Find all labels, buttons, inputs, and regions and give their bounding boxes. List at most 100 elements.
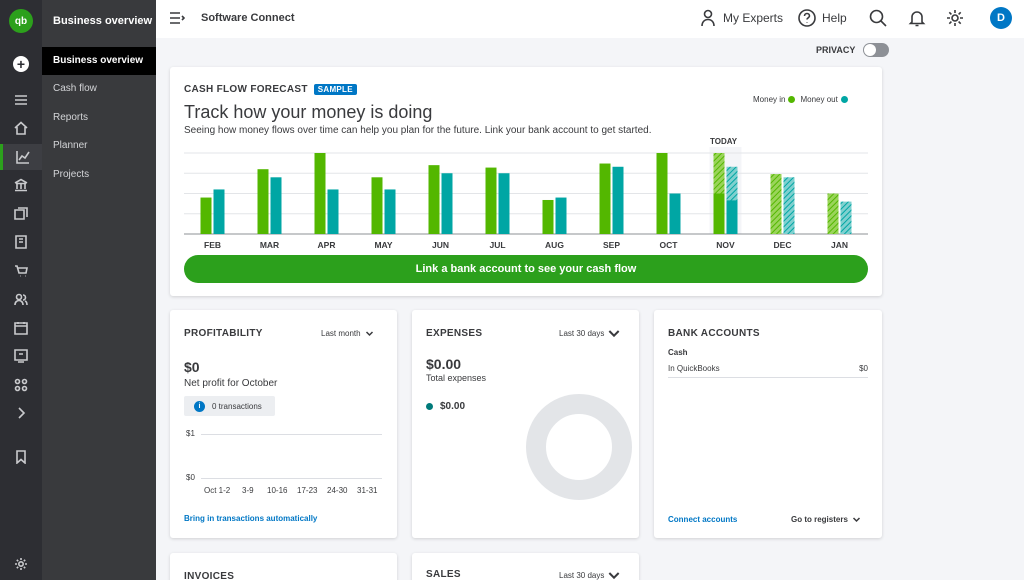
- money-in-bar-dec[interactable]: [770, 174, 782, 234]
- subnav-item-reports[interactable]: Reports: [53, 112, 89, 123]
- money-in-bar-mar[interactable]: [257, 169, 269, 234]
- transactions-pill[interactable]: i 0 transactions: [184, 396, 275, 416]
- x-tick-dec: DEC: [774, 240, 792, 250]
- gear-icon: [947, 10, 963, 26]
- money-out-bar-apr[interactable]: [327, 189, 339, 234]
- go-to-registers-label: Go to registers: [791, 515, 848, 524]
- x-label-5: 24-30: [327, 486, 348, 495]
- expenses-label: Total expenses: [426, 373, 487, 383]
- collapse-menu-icon[interactable]: [169, 11, 185, 25]
- invoices-title: INVOICES: [184, 571, 235, 580]
- net-profit-amount: $0: [184, 359, 200, 375]
- help-button[interactable]: Help: [798, 9, 847, 27]
- quickbooks-logo[interactable]: qb: [9, 9, 33, 33]
- money-out-bar-sep[interactable]: [612, 166, 624, 234]
- money-out-bar-oct[interactable]: [669, 193, 681, 235]
- x-tick-aug: AUG: [545, 240, 564, 250]
- privacy-toggle[interactable]: PRIVACY: [816, 43, 890, 57]
- people-icon[interactable]: [0, 287, 42, 313]
- search-button[interactable]: [869, 9, 893, 27]
- money-out-bar-aug[interactable]: [555, 197, 567, 234]
- chart-icon[interactable]: [0, 144, 42, 170]
- profitability-title: PROFITABILITY: [184, 328, 263, 339]
- subnav-title: Business overview: [53, 15, 153, 27]
- chart-legend: Money in Money out: [753, 95, 853, 104]
- money-out-bar-jan[interactable]: [840, 201, 852, 234]
- money-out-bar-jun[interactable]: [441, 173, 453, 234]
- settings-button[interactable]: [946, 9, 970, 27]
- chevron-right-icon[interactable]: [0, 400, 42, 426]
- x-tick-jan: JAN: [831, 240, 848, 250]
- account-name[interactable]: In QuickBooks: [668, 364, 720, 373]
- money-out-bar-feb[interactable]: [213, 189, 225, 234]
- x-label-3: 10-16: [267, 486, 288, 495]
- tax-icon[interactable]: [0, 343, 42, 369]
- gridline-bottom: [201, 478, 382, 479]
- donut-ring: [526, 394, 632, 500]
- sales-period: Last 30 days: [559, 570, 605, 580]
- money-out-bar-dec[interactable]: [783, 177, 795, 234]
- subnav-item-projects[interactable]: Projects: [53, 169, 90, 180]
- expenses-card: EXPENSES Last 30 days $0.00 Total expens…: [412, 310, 639, 538]
- money-in-bar-jun[interactable]: [428, 165, 440, 234]
- invoice-icon[interactable]: [0, 229, 42, 255]
- subnav-item-cash-flow[interactable]: Cash flow: [53, 83, 97, 94]
- sales-period-dropdown[interactable]: Last 30 days: [559, 569, 620, 580]
- expenses-period-dropdown[interactable]: Last 30 days: [559, 327, 620, 339]
- expenses-row: $0.00: [426, 401, 465, 412]
- apps-icon[interactable]: [0, 372, 42, 398]
- money-in-bar-apr[interactable]: [314, 153, 326, 234]
- expenses-donut-chart: [526, 394, 632, 500]
- money-in-bar-jan[interactable]: [827, 193, 839, 235]
- subnav-item-business-overview[interactable]: Business overview: [42, 47, 156, 75]
- divider: [668, 377, 868, 378]
- x-label-6: 31-31: [357, 486, 378, 495]
- money-out-bar-mar[interactable]: [270, 177, 282, 234]
- user-avatar[interactable]: D: [990, 7, 1012, 29]
- money-in-bar-jul[interactable]: [485, 167, 497, 234]
- money-in-bar-may[interactable]: [371, 177, 383, 234]
- x-tick-jun: JUN: [432, 240, 449, 250]
- bell-icon: [908, 11, 926, 27]
- bank-icon[interactable]: [0, 172, 42, 198]
- cash-flow-chart: FEB MAR APR MAY JUN JUL AUG SEP OCT NOV DEC JAN: [184, 147, 868, 250]
- cash-section-label: Cash: [668, 348, 688, 357]
- money-in-bar-oct[interactable]: [656, 153, 668, 234]
- cart-icon[interactable]: [0, 258, 42, 284]
- help-icon: [798, 9, 816, 27]
- sample-badge: SAMPLE: [313, 84, 357, 95]
- privacy-switch[interactable]: [863, 43, 890, 57]
- legend-in-dot: [788, 96, 796, 103]
- profitability-period-dropdown[interactable]: Last month: [321, 329, 374, 338]
- expense-category-dot: [426, 403, 433, 410]
- link-bank-account-button[interactable]: Link a bank account to see your cash flo…: [184, 255, 868, 283]
- money-in-bar-aug[interactable]: [542, 199, 554, 234]
- money-in-bar-sep[interactable]: [599, 163, 611, 234]
- my-experts-button[interactable]: My Experts: [699, 9, 783, 27]
- receipt-icon[interactable]: [0, 201, 42, 227]
- connect-accounts-link[interactable]: Connect accounts: [668, 515, 738, 524]
- bookmark-icon[interactable]: [0, 444, 42, 470]
- x-tick-nov: NOV: [716, 240, 735, 250]
- x-label-2: 3-9: [242, 486, 254, 495]
- money-in-bar-feb[interactable]: [200, 197, 212, 234]
- bring-in-transactions-link[interactable]: Bring in transactions automatically: [184, 514, 318, 523]
- settings-gear-icon[interactable]: [0, 551, 42, 577]
- cash-flow-forecast-card: CASH FLOW FORECAST SAMPLE Track how your…: [170, 67, 882, 296]
- menu-icon[interactable]: [0, 87, 42, 113]
- x-label-1: Oct 1-2: [204, 486, 231, 495]
- x-tick-sep: SEP: [603, 240, 620, 250]
- x-tick-mar: MAR: [260, 240, 279, 250]
- subnav-item-planner[interactable]: Planner: [53, 140, 88, 151]
- transactions-count: 0 transactions: [212, 401, 262, 411]
- notifications-button[interactable]: [908, 9, 932, 27]
- money-out-bar-may[interactable]: [384, 189, 396, 234]
- new-button[interactable]: +: [13, 56, 29, 72]
- calendar-icon[interactable]: [0, 315, 42, 341]
- home-icon[interactable]: [0, 115, 42, 141]
- sales-title: SALES: [426, 569, 461, 580]
- chevron-down-icon: [609, 572, 620, 580]
- go-to-registers-dropdown[interactable]: Go to registers: [791, 515, 861, 524]
- top-bar: Software Connect My Experts Help D: [156, 0, 1024, 38]
- money-out-bar-jul[interactable]: [498, 173, 510, 234]
